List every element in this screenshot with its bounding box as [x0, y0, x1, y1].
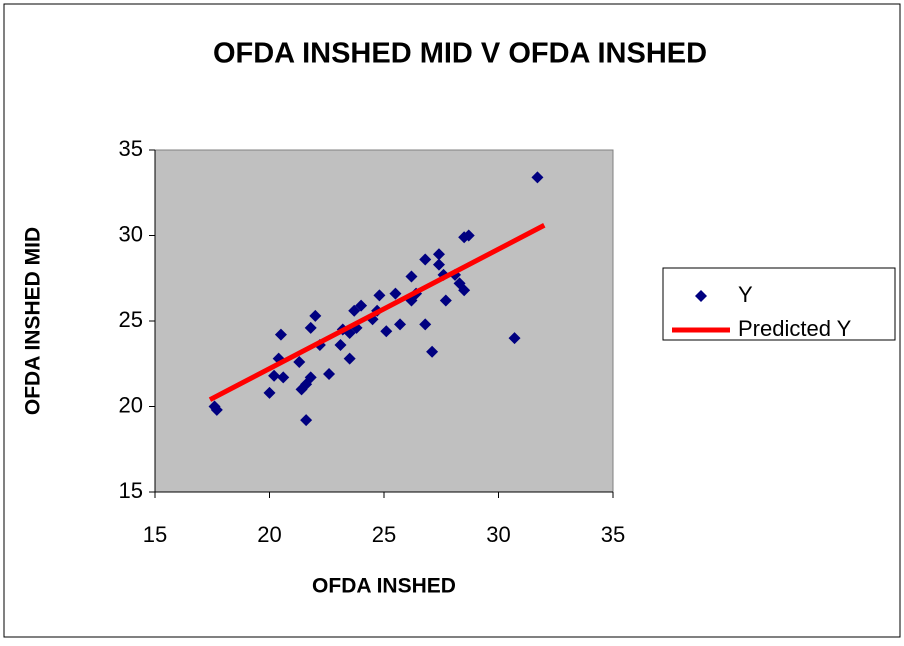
x-axis-label: OFDA INSHED	[312, 575, 456, 598]
point	[210, 403, 223, 416]
point	[274, 328, 287, 341]
point	[389, 287, 402, 300]
point	[293, 356, 306, 369]
point	[405, 270, 418, 283]
y-tick-label: 35	[119, 136, 143, 161]
point	[277, 371, 290, 384]
y-tick-label: 20	[119, 392, 143, 417]
legend-label: Predicted Y	[738, 316, 852, 341]
point	[432, 258, 445, 271]
point	[419, 253, 432, 266]
point	[419, 318, 432, 331]
x-tick-label: 35	[601, 522, 625, 547]
point	[426, 345, 439, 358]
point	[263, 386, 276, 399]
point	[453, 277, 466, 290]
point	[334, 338, 347, 351]
point	[309, 309, 322, 322]
x-tick-label: 20	[257, 522, 281, 547]
point	[394, 318, 407, 331]
point	[304, 321, 317, 334]
point	[343, 352, 356, 365]
point	[348, 304, 361, 317]
chart-title: OFDA INSHED MID V OFDA INSHED	[213, 38, 707, 70]
point	[432, 248, 445, 261]
y-tick-label: 15	[119, 478, 143, 503]
point	[380, 325, 393, 338]
predicted-line	[208, 223, 546, 402]
point	[300, 414, 313, 427]
x-tick-label: 15	[143, 522, 167, 547]
y-tick-label: 25	[119, 307, 143, 332]
plot-area	[154, 149, 614, 493]
y-tick-label: 30	[119, 221, 143, 246]
point	[531, 171, 544, 184]
point	[323, 368, 336, 381]
x-tick-label: 25	[372, 522, 396, 547]
point	[508, 332, 521, 345]
point	[458, 231, 471, 244]
legend-label: Y	[738, 282, 753, 307]
x-tick-label: 30	[486, 522, 510, 547]
point	[295, 383, 308, 396]
point	[439, 294, 452, 307]
point	[268, 369, 281, 382]
point	[373, 289, 386, 302]
legend-swatch	[695, 290, 707, 302]
y-axis-label: OFDA INSHED MID	[22, 227, 45, 415]
